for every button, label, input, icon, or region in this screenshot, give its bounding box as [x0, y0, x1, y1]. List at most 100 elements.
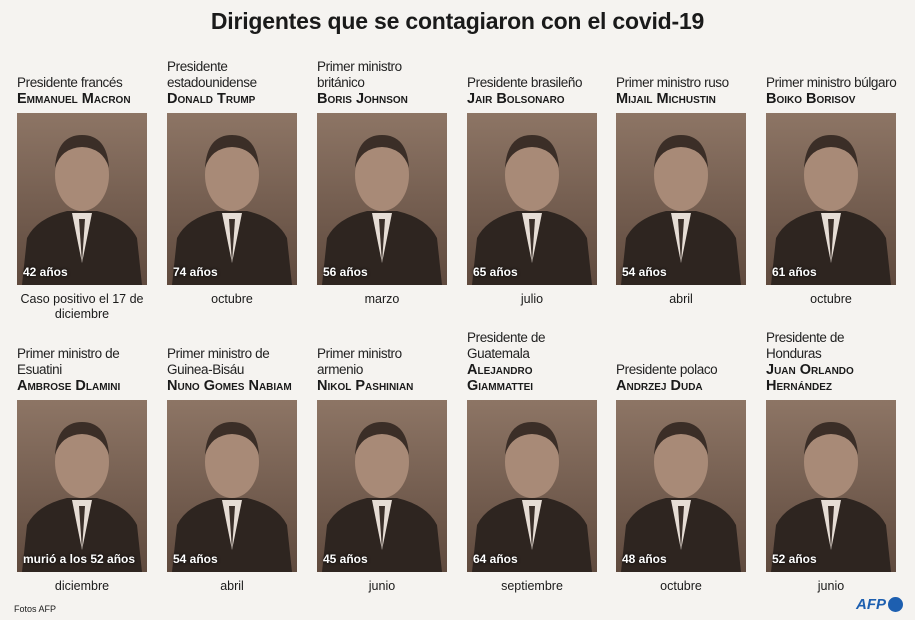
- leader-role: Primer ministro británico: [317, 59, 402, 90]
- leader-header: Presidente de Honduras Juan Orlando Hern…: [766, 326, 898, 394]
- leader-name: Andrzej Duda: [616, 378, 703, 394]
- portrait-silhouette-icon: [172, 422, 292, 572]
- leader-role: Primer ministro de Guinea-Bisáu: [167, 346, 270, 377]
- leader-role: Primer ministro ruso: [616, 75, 729, 90]
- leader-name: Boris Johnson: [317, 91, 408, 107]
- leader-role: Presidente de Honduras: [766, 330, 845, 361]
- leader-role: Primer ministro de Esuatini: [17, 346, 120, 377]
- portrait-silhouette-icon: [472, 135, 592, 285]
- portrait-silhouette-icon: [771, 135, 891, 285]
- leader-age: 64 años: [473, 552, 518, 566]
- infection-date: diciembre: [54, 579, 110, 593]
- portrait-silhouette-icon: [322, 135, 442, 285]
- leader-header: Presidente brasileño Jair Bolsonaro: [467, 39, 599, 107]
- leader-role: Presidente francés: [17, 75, 123, 90]
- leader-age: murió a los 52 años: [23, 552, 136, 566]
- leader-photo: 45 años: [317, 400, 447, 572]
- infection-date: abril: [220, 579, 244, 593]
- leader-card: Primer ministro de Guinea-Bisáu Nuno Gom…: [167, 326, 299, 594]
- leader-card: Primer ministro ruso Mijail Michustin 54…: [616, 39, 748, 307]
- page-title: Dirigentes que se contagiaron con el cov…: [210, 8, 705, 34]
- leader-card: Presidente de Honduras Juan Orlando Hern…: [766, 326, 898, 594]
- leader-card: Presidente francés Emmanuel Macron 42 añ…: [17, 39, 149, 322]
- leader-role: Presidente estadounidense: [167, 59, 257, 90]
- leader-role: Primer ministro búlgaro: [766, 75, 897, 90]
- afp-logo-dot: [888, 597, 903, 612]
- infection-date: Caso positivo el 17 de diciembre: [20, 292, 144, 321]
- leader-name: Jair Bolsonaro: [467, 91, 565, 107]
- leader-photo: 54 años: [616, 113, 746, 285]
- portrait-silhouette-icon: [472, 422, 592, 572]
- leader-header: Presidente de Guatemala Alejandro Giamma…: [467, 326, 599, 394]
- leader-age: 65 años: [473, 265, 518, 279]
- infection-date: julio: [520, 292, 544, 306]
- portrait-silhouette-icon: [22, 422, 142, 572]
- infection-date: octubre: [810, 292, 852, 306]
- portrait-silhouette-icon: [621, 422, 741, 572]
- afp-logo: AFP: [856, 596, 903, 613]
- leader-card: Primer ministro búlgaro Boiko Borisov 61…: [766, 39, 898, 307]
- leader-photo: 48 años: [616, 400, 746, 572]
- leader-role: Presidente de Guatemala: [467, 330, 546, 361]
- leader-header: Presidente francés Emmanuel Macron: [17, 39, 149, 107]
- leader-card: Presidente estadounidense Donald Trump 7…: [167, 39, 299, 307]
- leader-photo: 65 años: [467, 113, 597, 285]
- photo-credit: Fotos AFP: [14, 604, 57, 614]
- leader-header: Presidente estadounidense Donald Trump: [167, 39, 299, 107]
- infection-date: septiembre: [501, 579, 563, 593]
- leader-header: Primer ministro ruso Mijail Michustin: [616, 39, 748, 107]
- leader-age: 56 años: [323, 265, 368, 279]
- leader-name: Ambrose Dlamini: [17, 378, 121, 394]
- leader-photo: 61 años: [766, 113, 896, 285]
- infection-date: octubre: [660, 579, 702, 593]
- leader-name: Alejandro Giammattei: [467, 362, 534, 394]
- portrait-silhouette-icon: [22, 135, 142, 285]
- infection-date: marzo: [364, 292, 400, 306]
- leader-photo: 52 años: [766, 400, 896, 572]
- leader-name: Emmanuel Macron: [17, 91, 131, 107]
- infection-date: junio: [817, 579, 845, 593]
- leader-role: Presidente polaco: [616, 362, 718, 377]
- leader-age: 74 años: [173, 265, 218, 279]
- infection-date: octubre: [211, 292, 253, 306]
- leader-header: Presidente polaco Andrzej Duda: [616, 326, 748, 394]
- leader-photo: 56 años: [317, 113, 447, 285]
- leader-header: Primer ministro de Esuatini Ambrose Dlam…: [17, 326, 149, 394]
- leader-card: Primer ministro de Esuatini Ambrose Dlam…: [17, 326, 149, 594]
- leader-card: Presidente polaco Andrzej Duda 48 años o…: [616, 326, 748, 594]
- infection-date: abril: [669, 292, 693, 306]
- leader-header: Primer ministro británico Boris Johnson: [317, 39, 449, 107]
- leader-role: Presidente brasileño: [467, 75, 583, 90]
- leader-name: Nuno Gomes Nabiam: [167, 378, 292, 394]
- leader-age: 45 años: [323, 552, 368, 566]
- leader-header: Primer ministro búlgaro Boiko Borisov: [766, 39, 898, 107]
- leader-photo: 54 años: [167, 400, 297, 572]
- leader-photo: 64 años: [467, 400, 597, 572]
- leader-header: Primer ministro de Guinea-Bisáu Nuno Gom…: [167, 326, 299, 394]
- leader-age: 61 años: [772, 265, 817, 279]
- infection-date: junio: [368, 579, 396, 593]
- leader-photo: 74 años: [167, 113, 297, 285]
- leader-card: Primer ministro británico Boris Johnson …: [317, 39, 449, 307]
- portrait-silhouette-icon: [172, 135, 292, 285]
- portrait-silhouette-icon: [322, 422, 442, 572]
- leader-name: Nikol Pashinian: [317, 378, 414, 394]
- portrait-silhouette-icon: [621, 135, 741, 285]
- leader-card: Presidente de Guatemala Alejandro Giamma…: [467, 326, 599, 594]
- leader-photo: 42 años: [17, 113, 147, 285]
- leader-name: Boiko Borisov: [766, 91, 856, 107]
- leader-photo: murió a los 52 años: [17, 400, 147, 572]
- leader-age: 42 años: [23, 265, 68, 279]
- leader-name: Donald Trump: [167, 91, 256, 107]
- afp-logo-text: AFP: [856, 596, 886, 613]
- leader-role: Primer ministro armenio: [317, 346, 402, 377]
- leader-age: 54 años: [173, 552, 218, 566]
- leader-age: 48 años: [622, 552, 667, 566]
- leader-card: Primer ministro armenio Nikol Pashinian …: [317, 326, 449, 594]
- leader-card: Presidente brasileño Jair Bolsonaro 65 a…: [467, 39, 599, 307]
- leader-header: Primer ministro armenio Nikol Pashinian: [317, 326, 449, 394]
- leader-name: Juan Orlando Hernández: [766, 362, 854, 394]
- leader-age: 52 años: [772, 552, 817, 566]
- leader-age: 54 años: [622, 265, 667, 279]
- leader-name: Mijail Michustin: [616, 91, 716, 107]
